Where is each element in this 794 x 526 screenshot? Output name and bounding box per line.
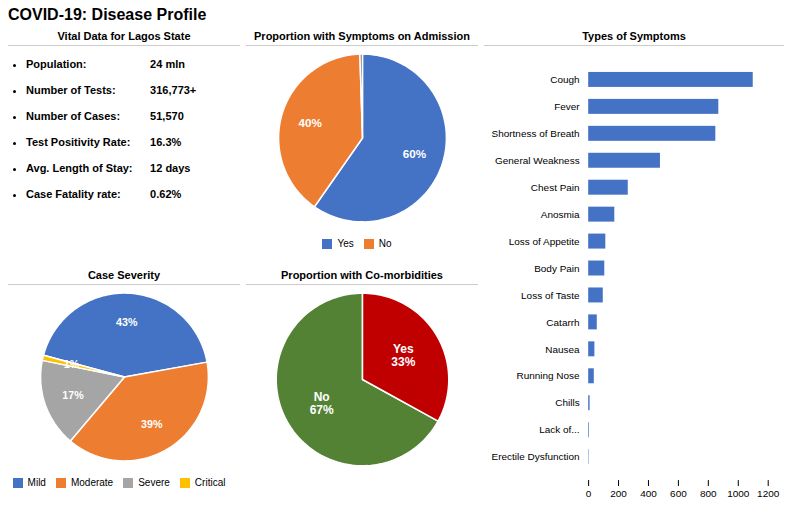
svg-text:17%: 17%: [62, 389, 84, 401]
html-text:0.62%: 0.62%: [150, 188, 182, 200]
html-text:Yes: Yes: [337, 238, 354, 249]
html-text:316,773+: 316,773+: [150, 84, 197, 96]
svg-text:1200: 1200: [757, 488, 780, 499]
svg-text:600: 600: [670, 488, 687, 499]
svg-text:1%: 1%: [64, 358, 80, 370]
svg-text:60%: 60%: [403, 147, 427, 160]
svg-text:General Weakness: General Weakness: [495, 155, 580, 166]
html-text:12 days: 12 days: [150, 162, 191, 174]
svg-text:Nausea: Nausea: [545, 344, 580, 355]
html-text:Test Positivity Rate:: Test Positivity Rate:: [26, 136, 131, 148]
html-text:COVID-19: Disease Profile: COVID-19: Disease Profile: [8, 6, 207, 23]
svg-text:Anosmia: Anosmia: [541, 209, 580, 220]
svg-text:Cough: Cough: [550, 74, 579, 85]
html-text:Proportion with Co-morbidities: Proportion with Co-morbidities: [281, 269, 443, 281]
svg-text:1000: 1000: [727, 488, 750, 499]
svg-text:200: 200: [610, 488, 627, 499]
svg-text:Running Nose: Running Nose: [516, 370, 580, 381]
svg-text:800: 800: [700, 488, 717, 499]
svg-text:Chills: Chills: [555, 397, 579, 408]
svg-text:400: 400: [640, 488, 657, 499]
html-text:Severe: Severe: [138, 477, 170, 488]
html-text:Number of Tests:: Number of Tests:: [26, 84, 116, 96]
html-text:Proportion with Symptoms on Ad: Proportion with Symptoms on Admission: [254, 30, 470, 42]
svg-text:Loss of Taste: Loss of Taste: [521, 290, 580, 301]
html-text:Mild: Mild: [27, 477, 46, 488]
html-text:24 mln: 24 mln: [150, 58, 185, 70]
html-text:No: No: [378, 238, 392, 249]
svg-text:No67%: No67%: [310, 390, 334, 417]
svg-text:Chest Pain: Chest Pain: [531, 182, 580, 193]
svg-text:Body Pain: Body Pain: [534, 263, 579, 274]
html-text:Case Fatality rate:: Case Fatality rate:: [26, 188, 121, 200]
svg-text:43%: 43%: [116, 316, 138, 328]
html-text:Moderate: Moderate: [70, 477, 114, 488]
html-text:Types of Symptoms: Types of Symptoms: [582, 30, 686, 42]
svg-text:Catarrh: Catarrh: [546, 317, 579, 328]
svg-text:Loss of Appetite: Loss of Appetite: [509, 236, 580, 247]
html-text:Vital Data for Lagos State: Vital Data for Lagos State: [57, 30, 191, 42]
html-text:16.3%: 16.3%: [150, 136, 182, 148]
svg-text:Fever: Fever: [554, 101, 580, 112]
svg-text:Shortness of Breath: Shortness of Breath: [492, 128, 580, 139]
html-text:51,570: 51,570: [150, 110, 184, 122]
svg-text:0: 0: [586, 488, 592, 499]
svg-text:Erectile Dysfunction: Erectile Dysfunction: [492, 451, 580, 462]
svg-text:Yes33%: Yes33%: [391, 342, 415, 369]
svg-text:40%: 40%: [299, 116, 323, 129]
svg-text:Lack of...: Lack of...: [539, 424, 579, 435]
html-text:Case Severity: Case Severity: [87, 269, 161, 281]
svg-text:39%: 39%: [141, 418, 163, 430]
html-text:Number of Cases:: Number of Cases:: [26, 110, 121, 122]
html-text:Population:: Population:: [26, 58, 87, 70]
html-text:Avg. Length of Stay:: Avg. Length of Stay:: [26, 162, 133, 174]
html-text:Critical: Critical: [194, 477, 226, 488]
